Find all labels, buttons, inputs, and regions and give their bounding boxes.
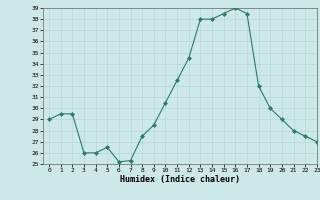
X-axis label: Humidex (Indice chaleur): Humidex (Indice chaleur): [120, 175, 240, 184]
